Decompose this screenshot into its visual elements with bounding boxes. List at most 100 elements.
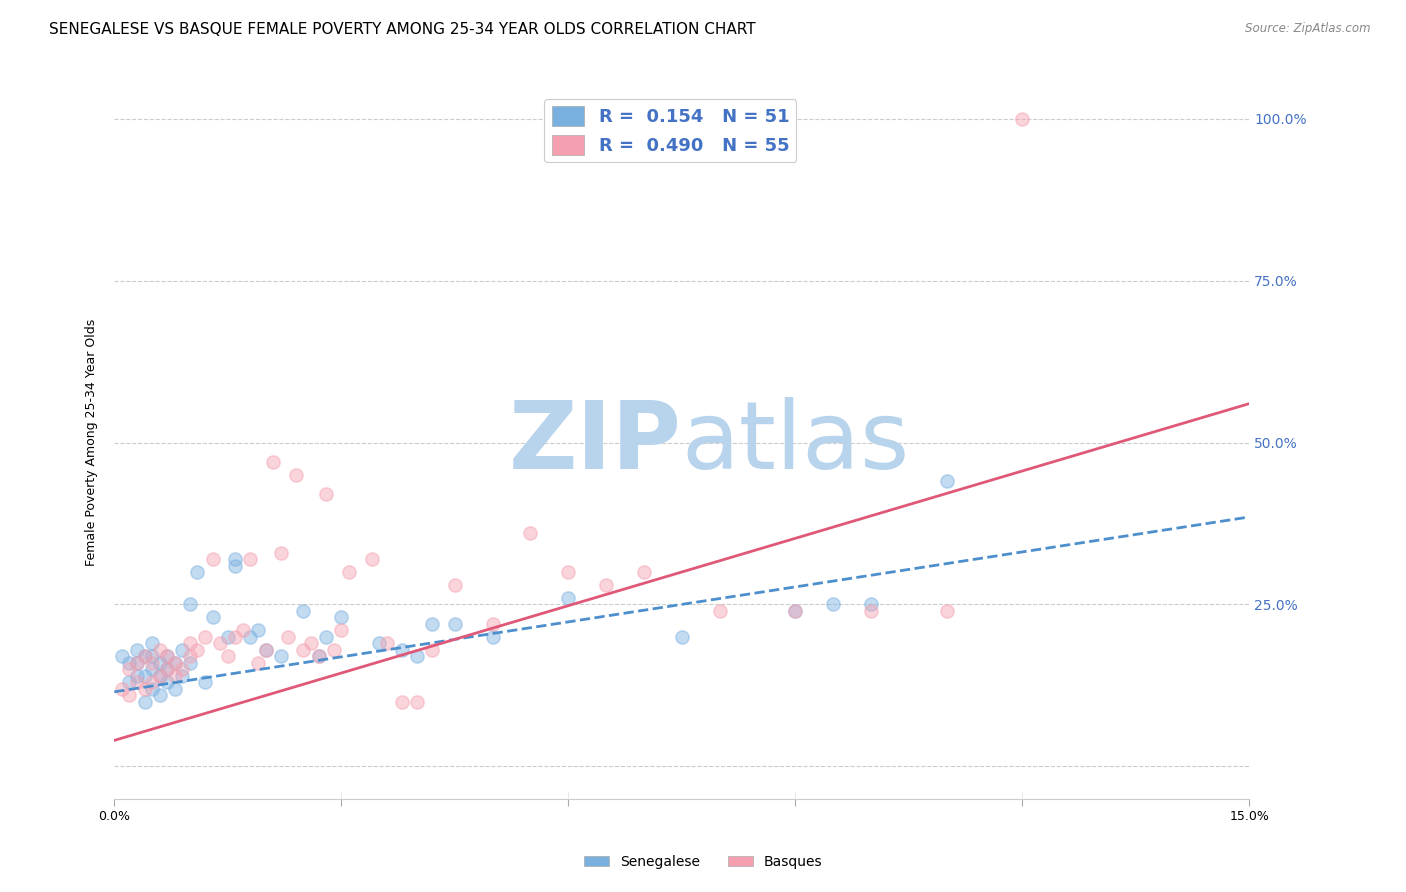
Point bbox=[481, 630, 503, 644]
Point bbox=[149, 642, 172, 657]
Point bbox=[337, 565, 360, 579]
Point bbox=[217, 630, 239, 644]
Point bbox=[247, 624, 270, 638]
Point bbox=[322, 642, 344, 657]
Point bbox=[179, 656, 201, 670]
Point bbox=[224, 630, 246, 644]
Point bbox=[186, 642, 208, 657]
Point bbox=[859, 598, 882, 612]
Point bbox=[360, 552, 382, 566]
Point bbox=[156, 662, 179, 676]
Point bbox=[709, 604, 731, 618]
Point bbox=[172, 642, 194, 657]
Point bbox=[292, 604, 315, 618]
Point bbox=[217, 649, 239, 664]
Point bbox=[149, 656, 172, 670]
Point bbox=[330, 624, 353, 638]
Point bbox=[420, 642, 443, 657]
Point bbox=[284, 467, 307, 482]
Point bbox=[481, 616, 503, 631]
Point bbox=[156, 649, 179, 664]
Point bbox=[179, 598, 201, 612]
Point bbox=[149, 668, 172, 682]
Point bbox=[239, 630, 262, 644]
Point bbox=[262, 455, 284, 469]
Point bbox=[186, 565, 208, 579]
Text: SENEGALESE VS BASQUE FEMALE POVERTY AMONG 25-34 YEAR OLDS CORRELATION CHART: SENEGALESE VS BASQUE FEMALE POVERTY AMON… bbox=[49, 22, 756, 37]
Text: atlas: atlas bbox=[682, 397, 910, 489]
Legend: Senegalese, Basques: Senegalese, Basques bbox=[578, 849, 828, 874]
Point bbox=[375, 636, 398, 650]
Point bbox=[125, 668, 148, 682]
Point bbox=[125, 656, 148, 670]
Point bbox=[134, 681, 156, 696]
Point bbox=[141, 636, 163, 650]
Point bbox=[172, 668, 194, 682]
Point bbox=[134, 668, 156, 682]
Point bbox=[224, 558, 246, 573]
Point bbox=[935, 604, 957, 618]
Text: Source: ZipAtlas.com: Source: ZipAtlas.com bbox=[1246, 22, 1371, 36]
Point bbox=[141, 662, 163, 676]
Point bbox=[633, 565, 655, 579]
Point bbox=[821, 598, 844, 612]
Point bbox=[859, 604, 882, 618]
Point bbox=[443, 578, 465, 592]
Point bbox=[111, 649, 134, 664]
Point bbox=[118, 675, 141, 690]
Point bbox=[254, 642, 277, 657]
Point bbox=[270, 649, 292, 664]
Point bbox=[118, 656, 141, 670]
Point bbox=[247, 656, 270, 670]
Point bbox=[557, 565, 579, 579]
Point bbox=[172, 662, 194, 676]
Point bbox=[232, 624, 254, 638]
Point bbox=[111, 681, 134, 696]
Point bbox=[1011, 112, 1033, 126]
Point bbox=[315, 630, 337, 644]
Point bbox=[125, 642, 148, 657]
Point bbox=[224, 552, 246, 566]
Point bbox=[368, 636, 391, 650]
Point bbox=[156, 675, 179, 690]
Point bbox=[785, 604, 807, 618]
Point bbox=[299, 636, 322, 650]
Point bbox=[308, 649, 330, 664]
Point bbox=[141, 675, 163, 690]
Point bbox=[141, 656, 163, 670]
Point bbox=[134, 649, 156, 664]
Point bbox=[785, 604, 807, 618]
Point bbox=[308, 649, 330, 664]
Point bbox=[163, 656, 186, 670]
Point bbox=[141, 681, 163, 696]
Point bbox=[595, 578, 617, 592]
Point bbox=[315, 487, 337, 501]
Point bbox=[163, 681, 186, 696]
Point bbox=[391, 694, 413, 708]
Point bbox=[118, 688, 141, 702]
Point bbox=[163, 668, 186, 682]
Point bbox=[179, 649, 201, 664]
Point bbox=[194, 630, 217, 644]
Legend: R =  0.154   N = 51, R =  0.490   N = 55: R = 0.154 N = 51, R = 0.490 N = 55 bbox=[544, 99, 796, 162]
Point bbox=[557, 591, 579, 605]
Point bbox=[420, 616, 443, 631]
Point bbox=[239, 552, 262, 566]
Point bbox=[141, 649, 163, 664]
Point bbox=[118, 662, 141, 676]
Point bbox=[406, 649, 429, 664]
Point bbox=[156, 662, 179, 676]
Point bbox=[391, 642, 413, 657]
Point bbox=[277, 630, 299, 644]
Point bbox=[406, 694, 429, 708]
Point bbox=[270, 546, 292, 560]
Point bbox=[292, 642, 315, 657]
Point bbox=[201, 610, 224, 624]
Point bbox=[201, 552, 224, 566]
Point bbox=[443, 616, 465, 631]
Point bbox=[125, 675, 148, 690]
Point bbox=[254, 642, 277, 657]
Point bbox=[134, 694, 156, 708]
Point bbox=[519, 526, 541, 541]
Point bbox=[125, 656, 148, 670]
